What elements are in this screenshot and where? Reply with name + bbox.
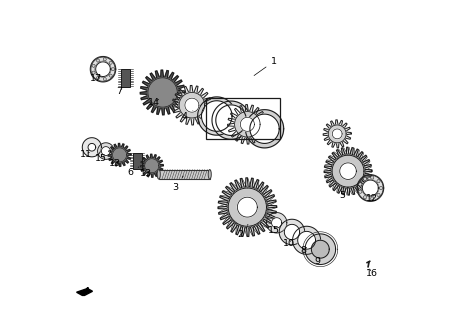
Text: 17: 17 xyxy=(90,74,102,83)
Text: 16: 16 xyxy=(366,268,378,278)
Polygon shape xyxy=(279,219,305,245)
Polygon shape xyxy=(292,226,321,254)
Polygon shape xyxy=(237,197,257,217)
Circle shape xyxy=(96,59,100,62)
Text: 3: 3 xyxy=(172,176,183,192)
Text: 2: 2 xyxy=(238,224,248,239)
Polygon shape xyxy=(235,112,260,137)
Circle shape xyxy=(92,64,95,67)
Text: 13: 13 xyxy=(140,169,152,178)
Text: 5: 5 xyxy=(340,187,348,200)
Polygon shape xyxy=(148,78,177,107)
Text: 8: 8 xyxy=(301,246,307,255)
Circle shape xyxy=(112,68,115,71)
Polygon shape xyxy=(332,155,364,187)
Polygon shape xyxy=(267,212,287,233)
Circle shape xyxy=(364,177,367,180)
Polygon shape xyxy=(272,218,282,228)
Polygon shape xyxy=(228,105,267,144)
Circle shape xyxy=(364,196,367,199)
Polygon shape xyxy=(241,117,254,131)
Polygon shape xyxy=(145,159,159,173)
Polygon shape xyxy=(179,92,205,118)
Polygon shape xyxy=(77,288,93,295)
Polygon shape xyxy=(202,101,232,131)
Polygon shape xyxy=(228,188,267,226)
Polygon shape xyxy=(284,224,300,240)
Circle shape xyxy=(380,187,383,190)
Circle shape xyxy=(103,58,106,61)
Text: 11: 11 xyxy=(79,150,91,159)
Polygon shape xyxy=(332,129,342,139)
Polygon shape xyxy=(328,125,346,143)
Polygon shape xyxy=(198,97,236,135)
Circle shape xyxy=(358,183,362,186)
Polygon shape xyxy=(140,154,163,177)
Polygon shape xyxy=(95,62,110,76)
Text: 9: 9 xyxy=(314,257,320,266)
Bar xyxy=(133,153,141,169)
Text: 1: 1 xyxy=(254,57,277,76)
Circle shape xyxy=(358,190,362,193)
Bar xyxy=(159,170,210,179)
Polygon shape xyxy=(305,234,336,265)
Text: 6: 6 xyxy=(127,167,139,177)
Polygon shape xyxy=(101,147,110,156)
Polygon shape xyxy=(112,148,127,162)
Polygon shape xyxy=(90,56,116,82)
Polygon shape xyxy=(323,120,351,148)
Circle shape xyxy=(109,74,112,77)
Polygon shape xyxy=(357,175,384,201)
Polygon shape xyxy=(216,105,246,135)
Polygon shape xyxy=(185,98,199,112)
Text: 10: 10 xyxy=(282,239,294,248)
Polygon shape xyxy=(250,114,279,143)
Text: 7: 7 xyxy=(117,87,123,96)
Circle shape xyxy=(377,180,380,183)
Ellipse shape xyxy=(157,170,160,179)
Circle shape xyxy=(377,193,380,196)
Text: 12: 12 xyxy=(366,194,378,204)
Ellipse shape xyxy=(208,170,211,179)
Text: 15: 15 xyxy=(95,154,106,163)
Polygon shape xyxy=(246,110,284,148)
Circle shape xyxy=(370,176,374,179)
Polygon shape xyxy=(362,180,378,196)
Polygon shape xyxy=(108,143,131,166)
Circle shape xyxy=(109,61,112,64)
Text: 13: 13 xyxy=(109,159,121,168)
Polygon shape xyxy=(324,147,372,195)
Text: 4: 4 xyxy=(182,111,193,122)
Polygon shape xyxy=(140,70,185,115)
Text: 15: 15 xyxy=(268,226,280,235)
Polygon shape xyxy=(311,240,329,258)
Polygon shape xyxy=(172,85,212,125)
Polygon shape xyxy=(340,163,356,180)
Polygon shape xyxy=(82,138,101,157)
Polygon shape xyxy=(298,231,315,249)
Bar xyxy=(206,98,280,139)
Polygon shape xyxy=(212,101,250,139)
Circle shape xyxy=(96,76,100,79)
Text: 14: 14 xyxy=(148,98,160,107)
Circle shape xyxy=(92,71,95,74)
Polygon shape xyxy=(88,143,95,151)
Polygon shape xyxy=(98,143,114,159)
Circle shape xyxy=(103,77,106,81)
Circle shape xyxy=(370,197,374,200)
Polygon shape xyxy=(218,178,277,236)
Bar xyxy=(121,68,130,87)
